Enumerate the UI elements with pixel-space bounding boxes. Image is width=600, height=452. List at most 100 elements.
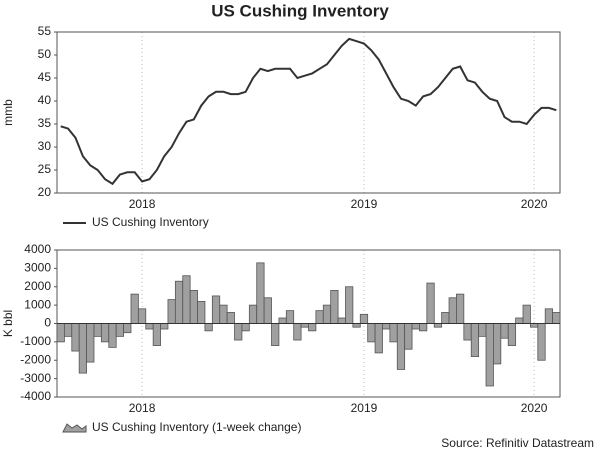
bar [115,323,124,337]
x-tick-label: 2020 [521,197,548,211]
y-tick-label: 50 [38,47,52,61]
y-axis-label: K bbl [1,310,15,337]
bar [441,312,450,324]
bar [100,323,110,343]
bar [308,323,317,332]
bar [352,323,361,328]
bar [522,304,531,324]
bar [396,323,406,370]
x-tick-label: 2018 [129,401,156,415]
y-tick-label: 25 [38,162,52,176]
bar [300,323,309,328]
bar [359,313,369,324]
bar [167,299,176,324]
bar [411,323,420,330]
bar [478,323,487,337]
bar [263,297,272,324]
bar [108,323,117,348]
bar [234,323,243,341]
bar [152,323,161,346]
y-tick-label: 45 [38,70,52,84]
bar [419,323,428,332]
y-tick-label: 40 [38,93,52,107]
bar [382,323,391,330]
bar [86,323,95,363]
bar [515,317,524,324]
y-tick-label: 35 [38,116,52,130]
bar [315,310,324,324]
legend-swatch [62,423,87,433]
bar [433,323,443,328]
bar [219,304,228,324]
bar [241,323,250,332]
bar [530,323,539,328]
y-tick-label: 55 [38,24,52,38]
bar [182,275,191,324]
bar [226,312,235,324]
y-tick-label: 20 [38,185,52,199]
y-tick-label: 2000 [24,279,51,293]
bar [271,323,280,346]
legend-label: US Cushing Inventory (1-week change) [92,420,301,434]
y-tick-label: 4000 [24,242,51,256]
bar [248,304,258,324]
bar [448,297,457,324]
y-tick-label: 1000 [24,297,51,311]
bar [197,301,206,324]
bar [256,262,265,324]
bar [293,323,302,341]
bar [145,323,154,330]
bar [470,323,480,357]
y-tick-label: -4000 [20,389,51,403]
bar [552,312,561,324]
y-tick-label: 3000 [24,261,51,275]
x-tick-label: 2018 [129,197,156,211]
bar [544,308,554,324]
bar [426,282,435,324]
x-tick-label: 2019 [351,197,378,211]
bar [137,308,147,324]
y-tick-label: -3000 [20,371,51,385]
bar [285,310,295,324]
bar [337,317,346,324]
bar [345,286,354,324]
x-tick-label: 2020 [521,401,548,415]
bar [211,295,221,324]
bar [123,323,132,334]
y-axis-label: mmb [1,99,15,126]
y-tick-label: -1000 [20,334,51,348]
bar [278,317,287,324]
y-tick-label: 0 [44,316,51,330]
bar [71,323,80,352]
chart-title: US Cushing Inventory [211,1,389,20]
bar [63,323,73,337]
y-tick-label: -2000 [20,352,51,366]
bar [174,280,184,324]
bar [493,323,502,365]
source: Source: Refinitiv Datastream [441,436,594,450]
bar [78,323,87,374]
bar [463,323,472,341]
bar [56,323,65,343]
bar [456,293,465,324]
bar [374,323,383,354]
bar [204,323,213,332]
bar [130,293,139,324]
bar [189,290,198,324]
bar [537,323,546,361]
bar [485,323,494,387]
line [60,37,557,186]
bar [93,323,102,337]
plot-frame [56,31,561,194]
bar [160,323,169,330]
bar [367,323,376,343]
legend-label: US Cushing Inventory [92,215,209,229]
bar [500,323,509,339]
x-tick-label: 2019 [351,401,378,415]
bar [507,323,517,346]
bar [404,323,413,350]
bar [330,290,339,324]
y-tick-label: 30 [38,139,52,153]
bar [322,304,332,324]
